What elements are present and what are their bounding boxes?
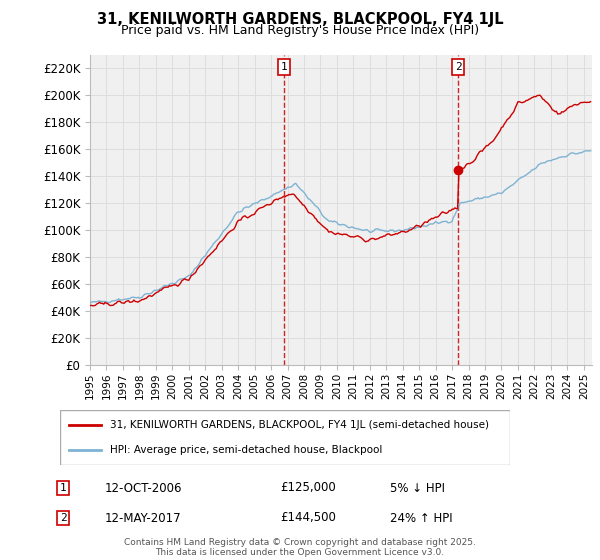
Text: 1: 1 [281,62,287,72]
Text: 2: 2 [455,62,461,72]
Text: 12-OCT-2006: 12-OCT-2006 [105,482,182,494]
Text: 31, KENILWORTH GARDENS, BLACKPOOL, FY4 1JL (semi-detached house): 31, KENILWORTH GARDENS, BLACKPOOL, FY4 1… [110,420,488,430]
Text: 12-MAY-2017: 12-MAY-2017 [105,511,182,525]
Text: £144,500: £144,500 [280,511,336,525]
Text: 5% ↓ HPI: 5% ↓ HPI [390,482,445,494]
Text: 1: 1 [59,483,67,493]
Text: 31, KENILWORTH GARDENS, BLACKPOOL, FY4 1JL: 31, KENILWORTH GARDENS, BLACKPOOL, FY4 1… [97,12,503,27]
Text: 24% ↑ HPI: 24% ↑ HPI [390,511,452,525]
Text: Price paid vs. HM Land Registry's House Price Index (HPI): Price paid vs. HM Land Registry's House … [121,24,479,36]
Text: 2: 2 [59,513,67,523]
Text: £125,000: £125,000 [280,482,336,494]
Text: HPI: Average price, semi-detached house, Blackpool: HPI: Average price, semi-detached house,… [110,445,382,455]
Text: Contains HM Land Registry data © Crown copyright and database right 2025.
This d: Contains HM Land Registry data © Crown c… [124,538,476,557]
